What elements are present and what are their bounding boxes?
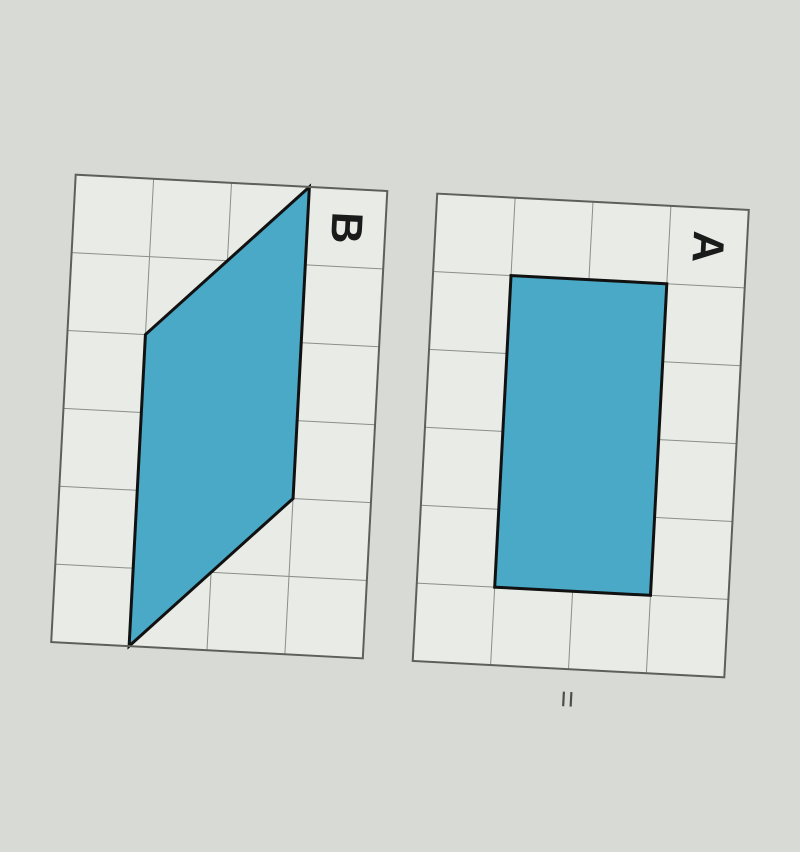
panel-a: A=: [411, 194, 749, 716]
panel-b: B: [51, 175, 387, 659]
panel-a-shape-rectangle: [495, 276, 667, 596]
page-root: A=B: [0, 0, 800, 852]
diagram-scene: A=B: [0, 0, 800, 852]
panel-b-label: B: [321, 211, 372, 245]
equals-symbol: =: [550, 689, 584, 708]
panel-a-label: A: [682, 230, 733, 264]
